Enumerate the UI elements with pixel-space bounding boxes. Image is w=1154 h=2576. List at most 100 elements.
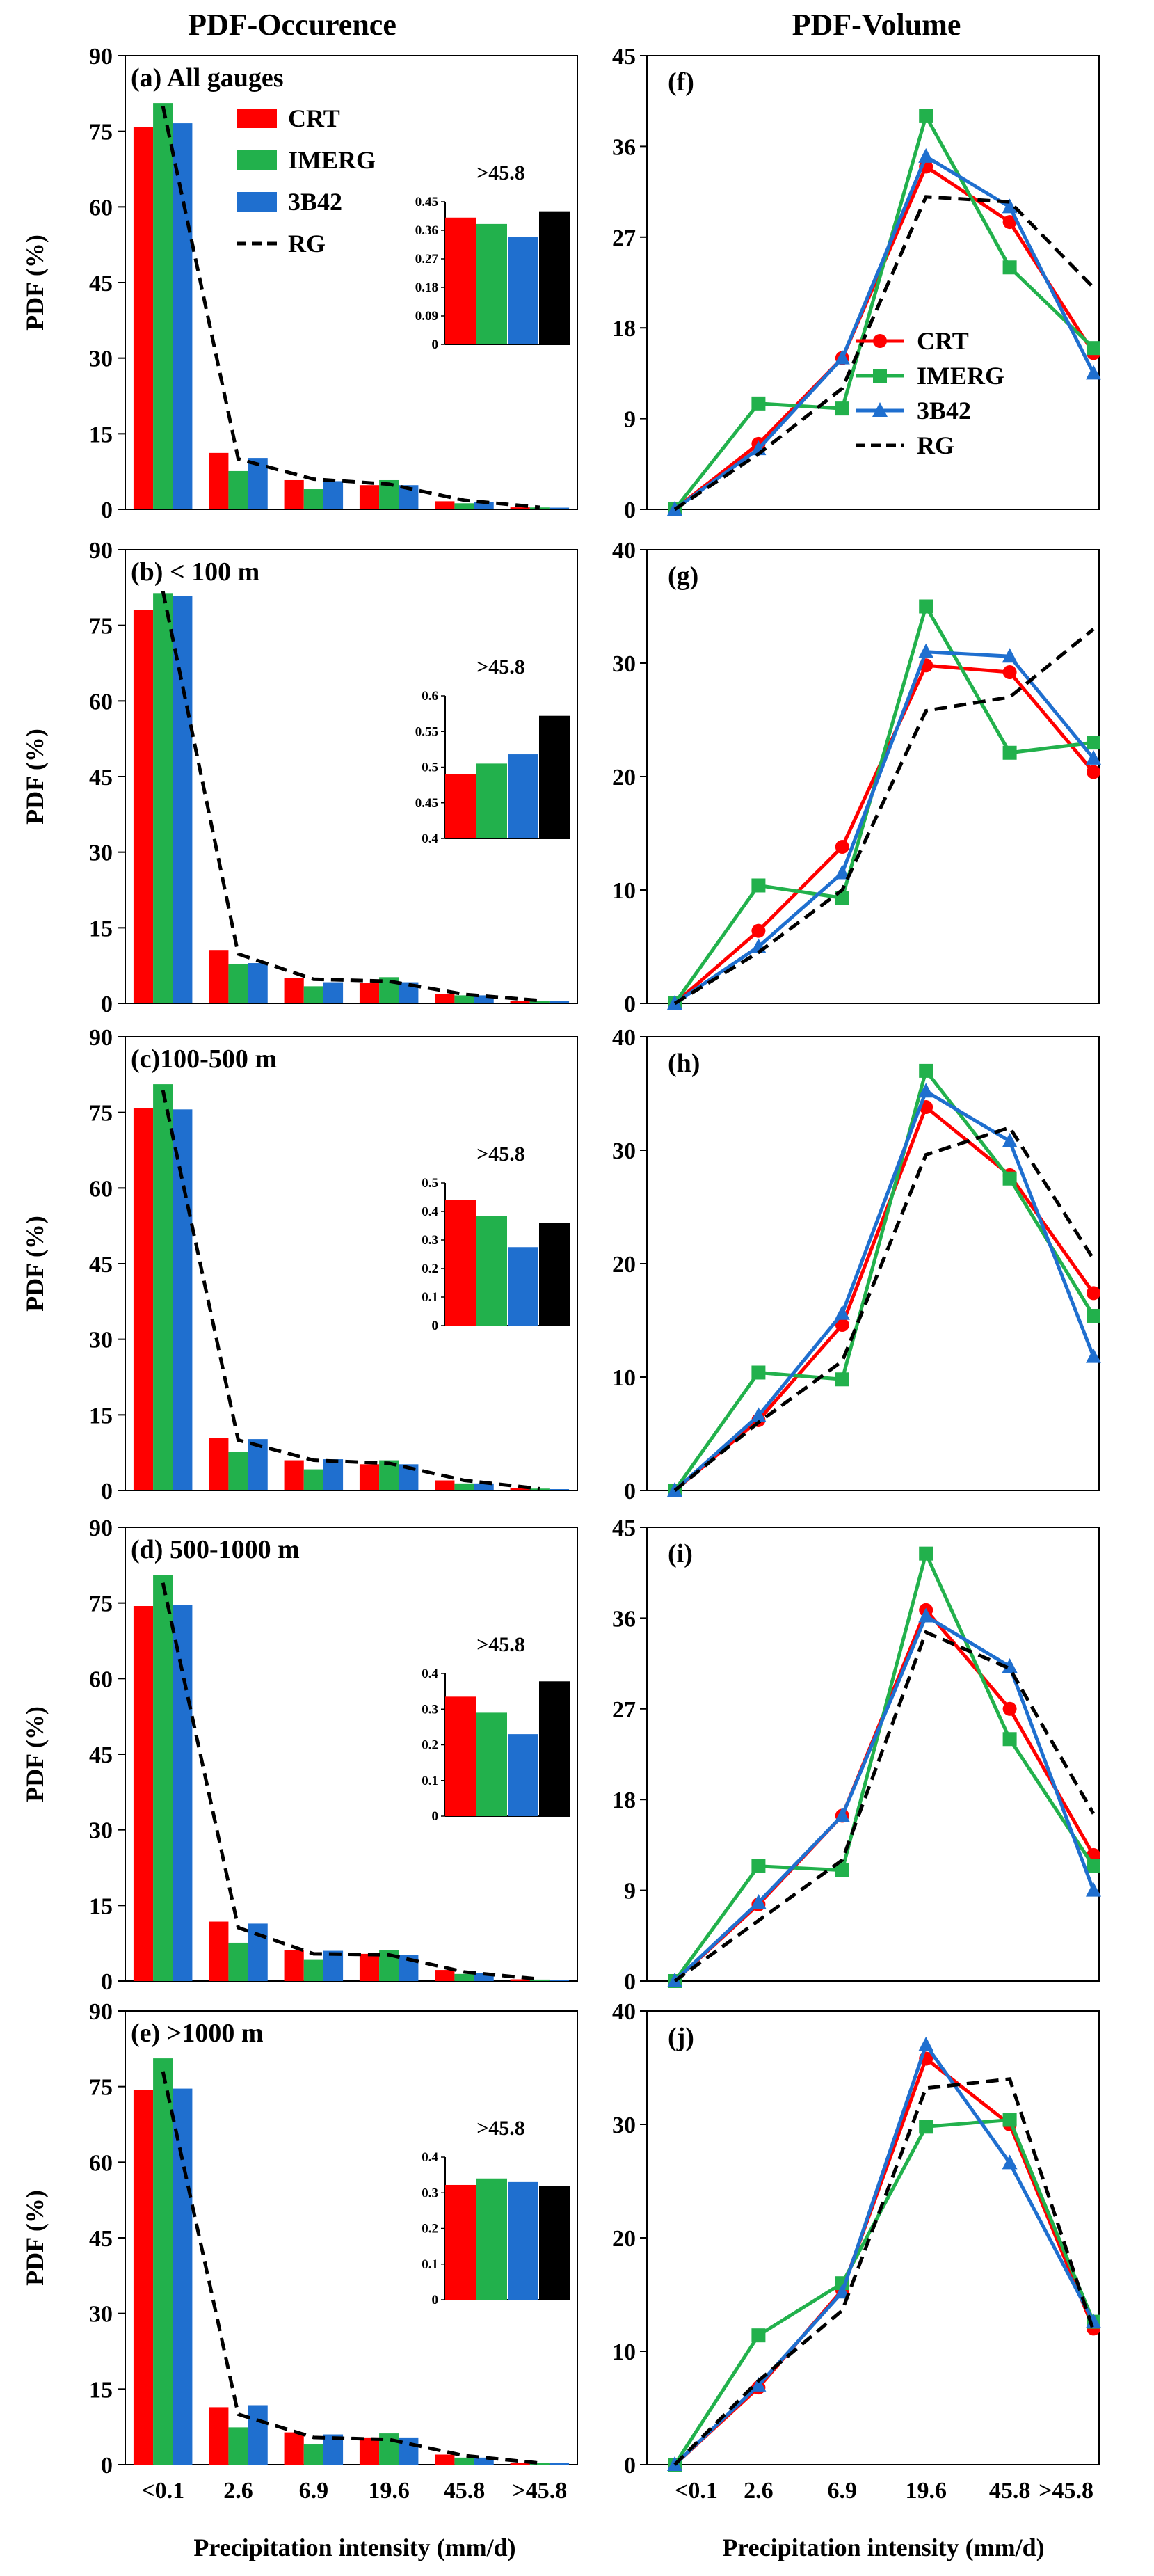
y-tick-label: 45: [612, 44, 636, 70]
point-IMERG: [1002, 1171, 1017, 1186]
y-tick-label: 90: [89, 1025, 113, 1051]
inset-bar-RG: [539, 211, 570, 344]
y-tick-label: 90: [89, 1516, 113, 1541]
column-title-occurrence: PDF-Occurence: [188, 8, 396, 42]
point-3B42: [1002, 1132, 1018, 1147]
x-tick-label: <0.1: [141, 2478, 184, 2504]
inset-bar-CRT: [445, 774, 476, 838]
legend-marker-IMERG: [873, 369, 887, 383]
inset-title: >45.8: [476, 1633, 525, 1656]
x-tick-label: >45.8: [1039, 2478, 1093, 2504]
bar-CRT-2: [284, 1950, 304, 1981]
y-tick-label: 0: [101, 2453, 113, 2479]
y-tick-label: 15: [89, 2377, 113, 2403]
bar-3B42-0: [173, 1109, 193, 1490]
inset-chart: >45.8 0 0.1 0.2 0.3 0.4 0.5: [422, 1143, 570, 1333]
bar-CRT-0: [133, 127, 154, 510]
inset-y-tick-label: 0.36: [415, 223, 438, 238]
series-line-RG: [673, 2077, 1096, 2466]
point-IMERG: [1002, 2113, 1017, 2127]
bar-3B42-1: [248, 458, 268, 509]
inset-bar-RG: [539, 715, 570, 838]
bar-IMERG-2: [303, 1959, 323, 1981]
point-3B42: [751, 1407, 767, 1422]
inset-y-tick-label: 0.18: [415, 280, 438, 295]
bar-IMERG-0: [153, 1084, 173, 1490]
y-tick-label: 40: [612, 538, 636, 564]
legend: CRT IMERG 3B42 RG: [237, 104, 376, 257]
y-tick-label: 0: [101, 498, 113, 523]
inset-bar-IMERG: [476, 763, 507, 838]
point-IMERG: [751, 1365, 766, 1380]
y-tick-label: 15: [89, 916, 113, 941]
inset-title: >45.8: [476, 1143, 525, 1166]
point-CRT: [1002, 665, 1017, 680]
bar-IMERG-1: [228, 1942, 248, 1981]
bar-3B42-4: [474, 995, 494, 1003]
series-line-3B42: [673, 650, 1095, 1005]
point-IMERG: [835, 1863, 849, 1877]
bar-IMERG-1: [228, 964, 248, 1003]
point-IMERG: [1087, 341, 1100, 356]
panel-label: (d) 500-1000 m: [131, 1535, 300, 1564]
volume-panel-g: 0 10 20 30 40 (g): [612, 538, 1101, 1017]
point-IMERG: [919, 2120, 933, 2134]
inset-y-tick-label: 0.45: [415, 796, 438, 811]
inset-bar-CRT: [445, 1696, 476, 1816]
bar-3B42-5: [549, 507, 570, 509]
panel-label: (i): [668, 1539, 693, 1568]
inset-bar-3B42: [508, 2181, 538, 2300]
y-axis-label: PDF (%): [21, 2190, 49, 2286]
y-tick-label: 27: [612, 225, 636, 251]
y-tick-label: 10: [612, 1365, 636, 1391]
inset-chart: >45.8 0 0.1 0.2 0.3 0.4: [422, 2117, 570, 2307]
volume-panel-j: 0 10 20 30 40 (j) <0.1 2.6 6.9 19.6 45.8 >45.8: [612, 1999, 1101, 2504]
y-axis-label: PDF (%): [21, 1216, 49, 1312]
y-tick-label: 20: [612, 765, 636, 790]
point-IMERG: [751, 1859, 766, 1873]
legend-label-RG: RG: [288, 230, 326, 257]
point-3B42: [1086, 365, 1101, 380]
y-tick-label: 15: [89, 422, 113, 447]
inset-chart: >45.8 0 0.1 0.2 0.3 0.4: [422, 1633, 570, 1824]
panel-label: (b) < 100 m: [131, 557, 259, 587]
x-tick-label: >45.8: [512, 2478, 567, 2504]
point-3B42: [834, 864, 850, 880]
y-tick-label: 27: [612, 1697, 636, 1723]
bar-3B42-0: [173, 1605, 193, 1981]
y-tick-label: 30: [89, 2302, 113, 2328]
y-tick-label: 0: [624, 1969, 636, 1995]
inset-bar-CRT: [445, 2184, 476, 2300]
inset-chart: >45.8 0 0.09 0.18 0.27 0.36 0.45: [415, 161, 570, 352]
y-tick-label: 30: [612, 1138, 636, 1164]
x-axis-title-right: Precipitation intensity (mm/d): [722, 2534, 1045, 2561]
point-IMERG: [1087, 1308, 1100, 1323]
inset-title: >45.8: [476, 2117, 525, 2140]
y-tick-label: 45: [89, 1742, 113, 1768]
y-tick-label: 60: [89, 195, 113, 221]
bar-CRT-4: [435, 2454, 455, 2465]
occurrence-panel-d: 0 15 30 45 60 75 90 PDF (%) (d) 500-1000 m >45.8 0…: [21, 1516, 578, 1995]
inset-y-tick-label: 0.4: [422, 1204, 438, 1219]
point-3B42: [918, 2036, 934, 2051]
point-3B42: [918, 148, 934, 163]
y-tick-label: 18: [612, 1788, 636, 1813]
inset-bar-RG: [539, 2186, 570, 2300]
panel-label: (j): [668, 2023, 694, 2052]
panel-label: (a) All gauges: [131, 63, 284, 93]
inset-y-tick-label: 0.3: [422, 1702, 438, 1717]
inset-title: >45.8: [476, 655, 525, 678]
plot-frame: [646, 2010, 1100, 2465]
inset-title: >45.8: [476, 161, 525, 184]
x-tick-label: 19.6: [368, 2478, 410, 2504]
bar-3B42-4: [474, 502, 494, 509]
column-title-volume: PDF-Volume: [792, 8, 961, 42]
point-3B42: [1002, 198, 1018, 214]
legend-label-RG: RG: [917, 431, 954, 459]
y-tick-label: 36: [612, 134, 636, 160]
bar-CRT-5: [510, 1001, 530, 1003]
rg-line: [161, 1090, 540, 1490]
legend-label-CRT: CRT: [917, 327, 969, 355]
y-tick-label: 45: [89, 271, 113, 296]
y-tick-label: 0: [101, 992, 113, 1017]
